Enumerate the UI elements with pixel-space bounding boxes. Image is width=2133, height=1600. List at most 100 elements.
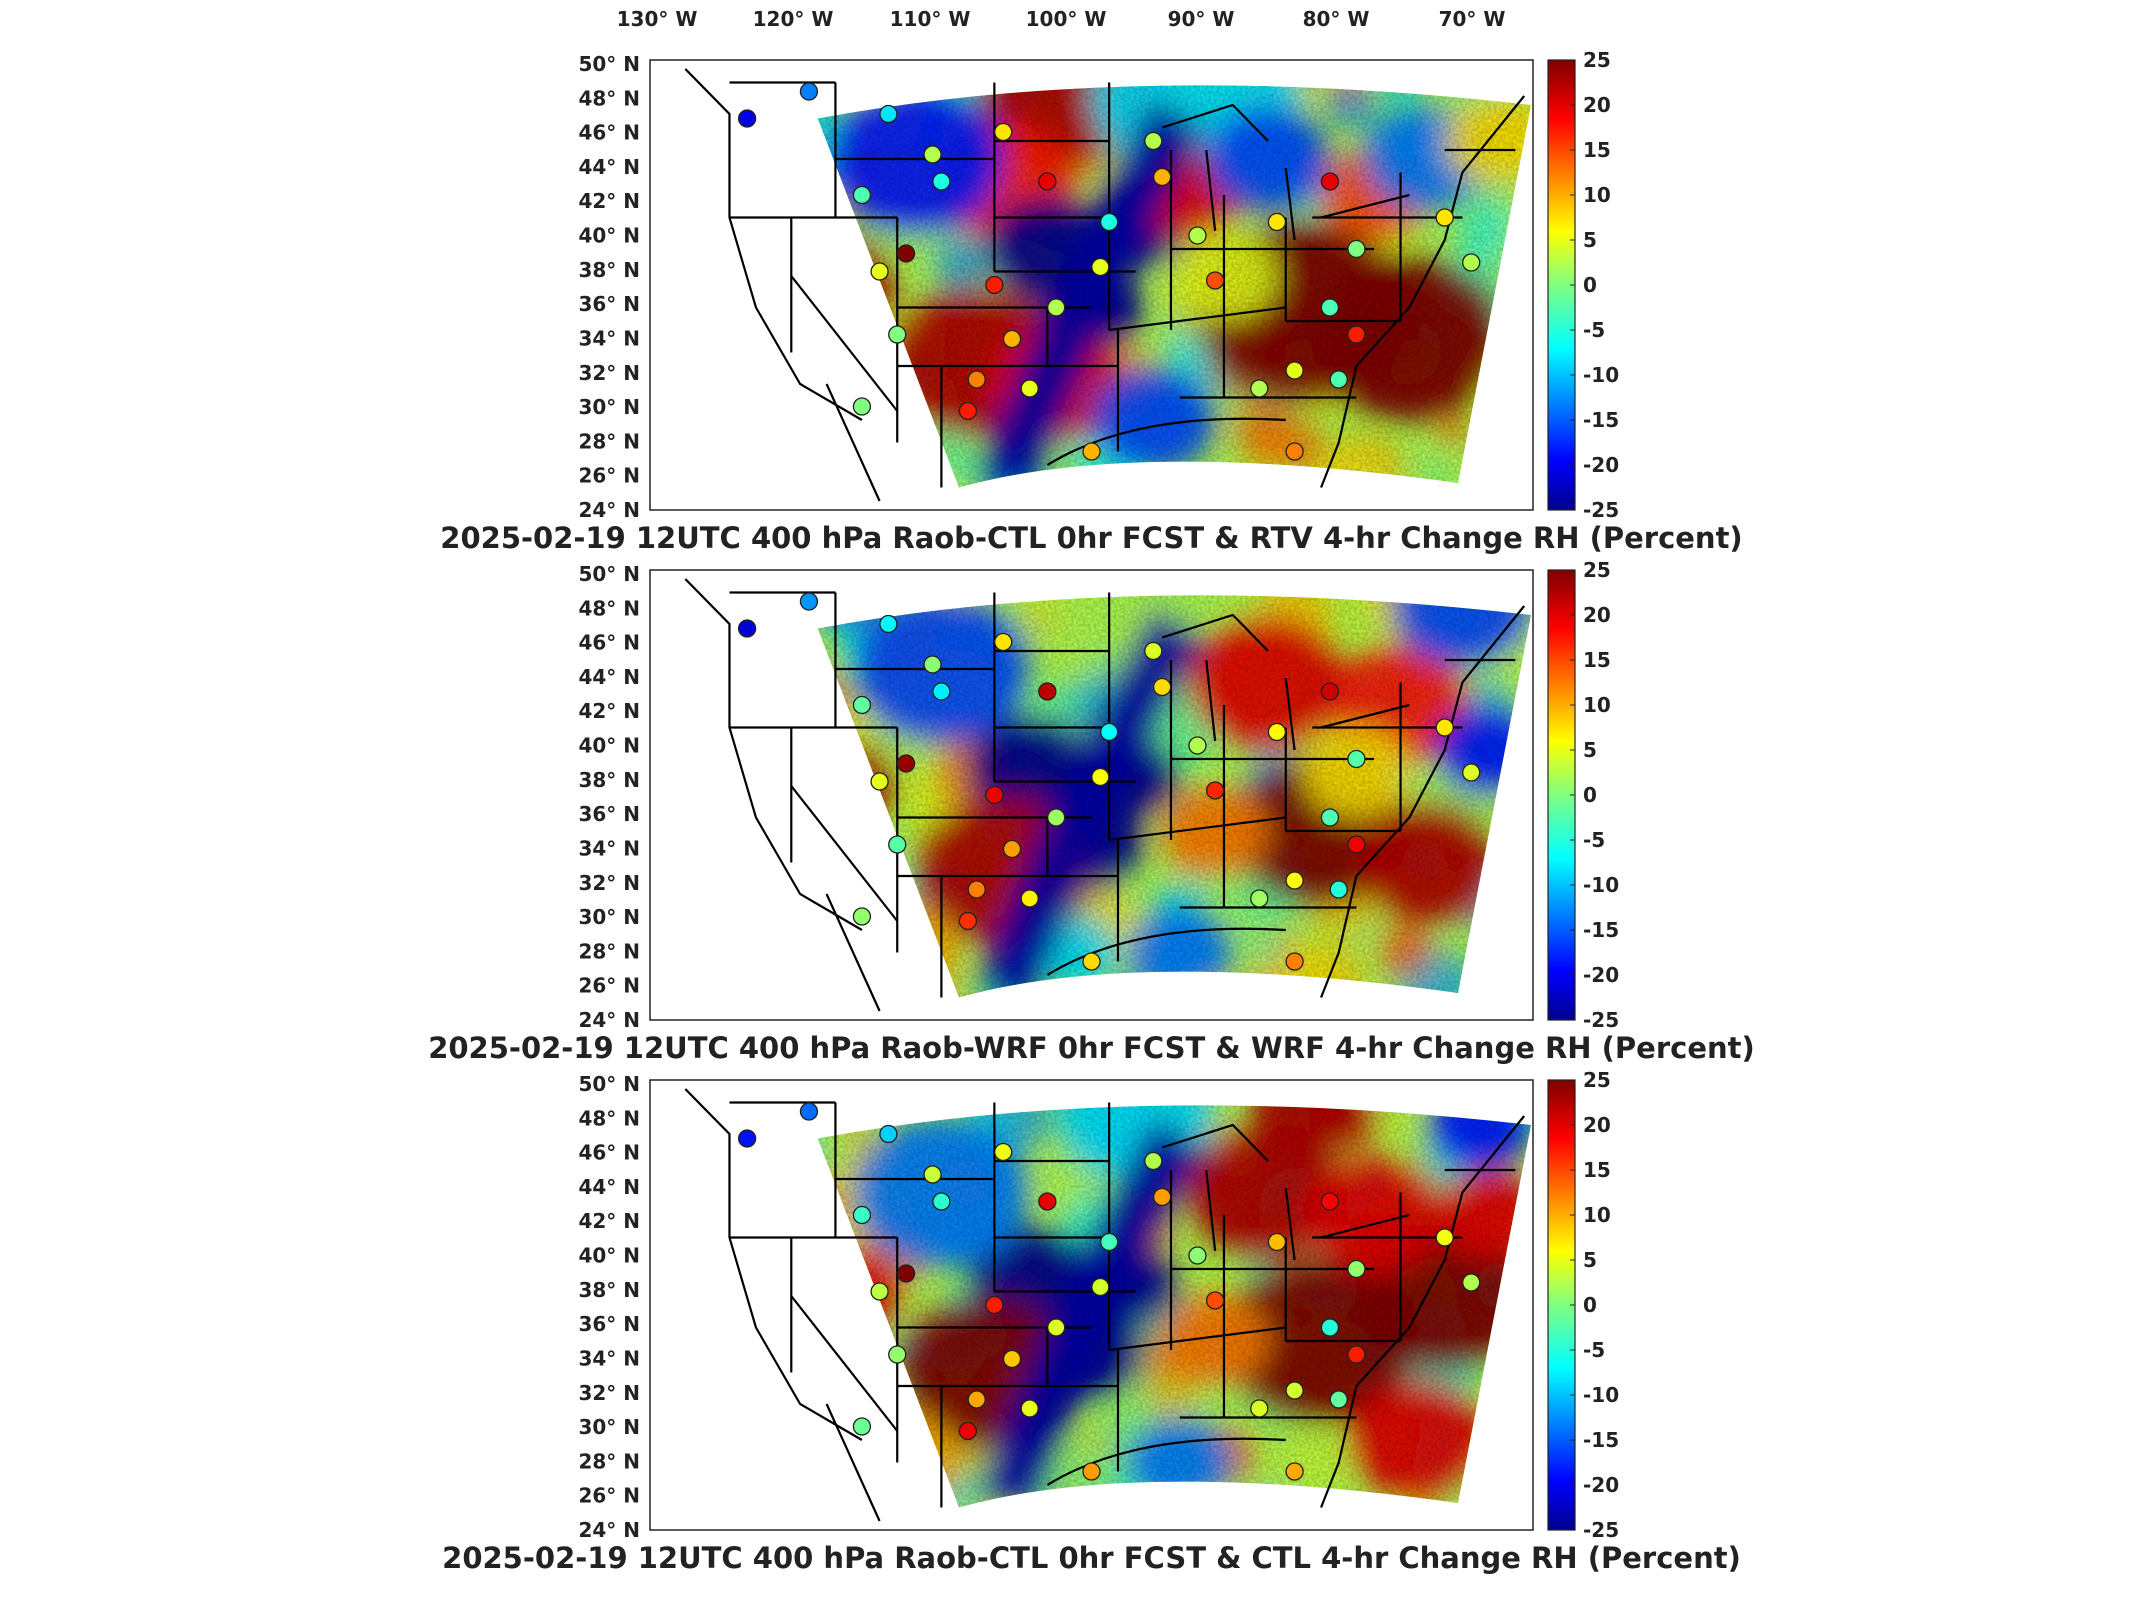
- raob-marker: [1329, 1390, 1348, 1409]
- raob-marker: [1047, 1318, 1066, 1337]
- raob-marker: [1462, 763, 1481, 782]
- raob-marker: [888, 835, 907, 854]
- raob-marker: [1091, 257, 1110, 277]
- colorbar-tick-label: -10: [1583, 873, 1619, 897]
- raob-marker: [1144, 1151, 1163, 1171]
- latitude-label: 24° N: [578, 1008, 640, 1032]
- latitude-label: 48° N: [578, 1106, 640, 1130]
- state-line: [790, 275, 899, 412]
- colorbar: 25 20 15 10 5 0 -5 -10 -15 -20 -25: [1547, 1068, 1619, 1542]
- east-coastline: [1320, 605, 1526, 998]
- colorbar-tick-label: -5: [1583, 1338, 1605, 1362]
- raob-marker: [1188, 1246, 1207, 1265]
- latitude-label: 26° N: [578, 974, 640, 998]
- raob-marker: [985, 1295, 1004, 1315]
- raob-marker: [1320, 808, 1340, 827]
- raob-marker: [1152, 167, 1172, 187]
- colorbar-tick-label: 10: [1583, 693, 1611, 717]
- raob-marker: [1285, 1462, 1304, 1481]
- latitude-label: 44° N: [578, 155, 640, 179]
- raob-marker: [1091, 1277, 1110, 1297]
- panel-title: 2025-02-19 12UTC 400 hPa Raob-CTL 0hr FC…: [442, 1541, 1741, 1575]
- panel-title: 2025-02-19 12UTC 400 hPa Raob-CTL 0hr FC…: [440, 521, 1742, 555]
- latitude-label: 42° N: [578, 1209, 640, 1233]
- raob-marker: [1250, 889, 1269, 908]
- longitude-label: 70° W: [1439, 7, 1506, 31]
- map-panel: 50° N 48° N 46° N 44° N 42° N 40° N 38° N 36° N…: [442, 1068, 1741, 1575]
- latitude-label: 30° N: [578, 1415, 640, 1439]
- great-lakes: [1161, 613, 1410, 751]
- longitude-label: 100° W: [1026, 7, 1107, 31]
- colorbar-tick-label: 25: [1583, 558, 1611, 582]
- raob-marker: [1002, 839, 1022, 859]
- colorbar-tick-label: -5: [1583, 828, 1605, 852]
- raob-marker: [896, 1264, 916, 1283]
- colorbar-tick-label: 20: [1583, 1113, 1611, 1137]
- latitude-label: 26° N: [578, 464, 640, 488]
- raob-marker: [852, 1205, 872, 1225]
- raob-marker: [985, 785, 1004, 805]
- raob-marker: [923, 145, 942, 164]
- latitude-labels: 50° N 48° N 46° N 44° N 42° N 40° N 38° N 36° N…: [578, 562, 640, 1032]
- colorbar: 25 20 15 10 5 0 -5 -10 -15 -20 -25: [1547, 48, 1619, 522]
- raob-marker: [1285, 871, 1304, 890]
- colorbar-tick-label: -10: [1583, 363, 1619, 387]
- latitude-label: 36° N: [578, 1312, 640, 1336]
- latitude-label: 38° N: [578, 258, 640, 282]
- colorbar-tick-label: 5: [1583, 1248, 1597, 1272]
- raob-marker: [879, 614, 898, 634]
- raob-marker: [985, 275, 1004, 295]
- raob-marker: [799, 1102, 819, 1121]
- raob-marker: [1250, 379, 1269, 398]
- colorbar-tick-label: 10: [1583, 183, 1611, 207]
- latitude-label: 28° N: [578, 939, 640, 963]
- raob-marker: [1020, 1399, 1039, 1418]
- raob-marker: [1435, 1228, 1454, 1247]
- west-coastline: [684, 68, 881, 502]
- raob-marker: [1320, 172, 1340, 191]
- latitude-label: 40° N: [578, 734, 640, 758]
- raob-marker: [1020, 889, 1039, 908]
- colorbar-tick-label: 5: [1583, 738, 1597, 762]
- raob-marker: [879, 1124, 898, 1144]
- state-line: [790, 785, 899, 922]
- latitude-label: 32° N: [578, 1381, 640, 1405]
- colorbar-tick-label: 0: [1583, 1293, 1597, 1317]
- longitude-label: 110° W: [890, 7, 971, 31]
- latitude-label: 50° N: [578, 1072, 640, 1096]
- great-lakes: [1161, 103, 1410, 241]
- raob-marker: [879, 104, 898, 124]
- raob-marker: [1267, 1232, 1287, 1252]
- colorbar-tick-label: 10: [1583, 1203, 1611, 1227]
- latitude-label: 48° N: [578, 596, 640, 620]
- raob-marker: [1435, 208, 1454, 227]
- latitude-label: 32° N: [578, 871, 640, 895]
- map-panel: 50° N 48° N 46° N 44° N 42° N 40° N 38° N 36° N…: [440, 48, 1742, 555]
- colorbar-tick-label: -25: [1583, 498, 1619, 522]
- colorbar-tick-label: 25: [1583, 48, 1611, 72]
- great-lakes: [1161, 1123, 1410, 1261]
- raob-marker: [852, 1417, 872, 1436]
- raob-marker: [1347, 1345, 1366, 1364]
- colorbar-tick-label: -10: [1583, 1383, 1619, 1407]
- raob-marker: [932, 172, 951, 191]
- raob-marker: [994, 1142, 1013, 1162]
- raob-marker: [1320, 682, 1340, 701]
- latitude-label: 50° N: [578, 562, 640, 586]
- raob-marker: [737, 619, 757, 638]
- latitude-label: 26° N: [578, 1484, 640, 1508]
- raob-marker: [737, 1129, 757, 1148]
- raob-marker: [737, 109, 757, 128]
- raob-marker: [958, 911, 978, 931]
- raob-marker: [1205, 271, 1225, 290]
- raob-marker: [1267, 212, 1287, 232]
- raob-marker: [1038, 1192, 1057, 1211]
- colorbar-tick-label: -15: [1583, 918, 1619, 942]
- state-boundaries: [684, 578, 1526, 1012]
- raob-marker: [1205, 781, 1225, 800]
- gulf-coastline: [1046, 927, 1286, 976]
- longitude-label: 80° W: [1303, 7, 1370, 31]
- raob-marker: [1100, 722, 1119, 742]
- latitude-label: 38° N: [578, 768, 640, 792]
- raob-marker: [1188, 226, 1207, 245]
